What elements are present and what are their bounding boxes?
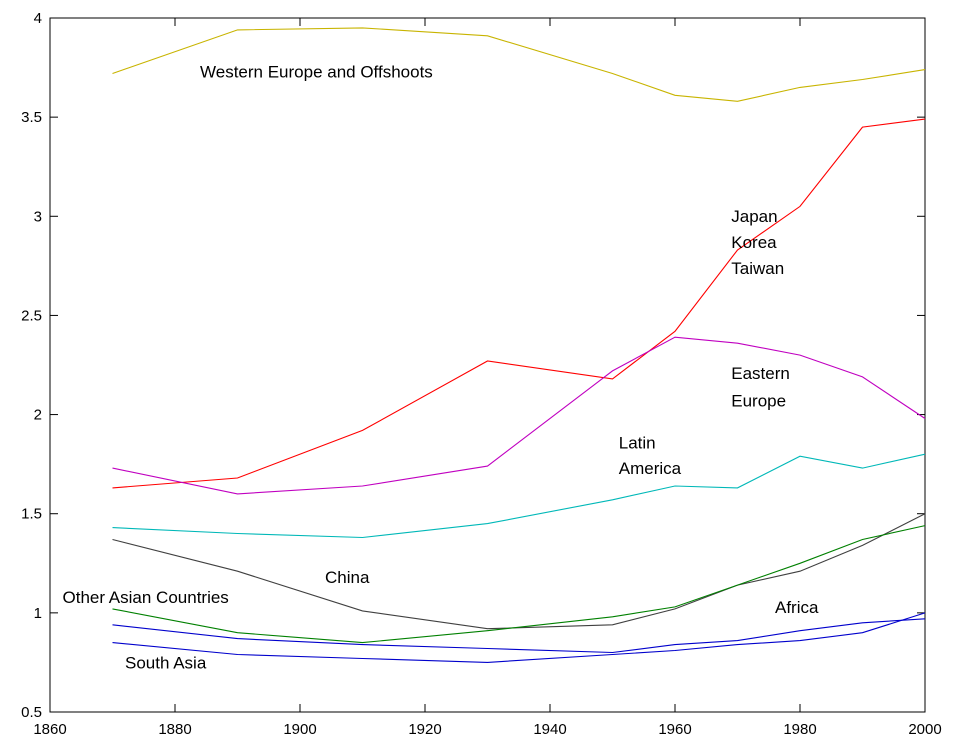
series-annotation: Taiwan — [731, 259, 784, 278]
y-tick-label: 4 — [34, 10, 42, 27]
series-annotation: Europe — [731, 392, 786, 411]
series-annotation: South Asia — [125, 653, 207, 672]
series-annotation: Latin — [619, 433, 656, 452]
series-annotation: Eastern — [731, 364, 790, 383]
series-line — [112, 513, 926, 630]
series-line — [112, 336, 926, 495]
series-annotation: Other Asian Countries — [63, 588, 229, 607]
series-line — [112, 27, 926, 102]
y-tick-label: 1.5 — [21, 506, 42, 523]
plot-frame — [49, 17, 926, 713]
y-tick-label: 0.5 — [21, 704, 42, 721]
series-annotation: China — [325, 568, 370, 587]
series-line — [112, 118, 926, 489]
series-annotation: America — [619, 459, 682, 478]
series-annotation: Korea — [731, 233, 777, 252]
y-tick-label: 2 — [34, 407, 42, 424]
series-line — [112, 525, 926, 644]
x-tick-label: 1860 — [33, 721, 66, 738]
x-tick-label: 1920 — [408, 721, 441, 738]
x-tick-label: 1940 — [533, 721, 566, 738]
y-tick-label: 1 — [34, 605, 42, 622]
series-line — [112, 618, 926, 654]
y-tick-label: 3.5 — [21, 109, 42, 126]
series-annotation: Japan — [731, 207, 777, 226]
y-tick-label: 2.5 — [21, 307, 42, 324]
x-tick-label: 1900 — [283, 721, 316, 738]
x-tick-label: 1880 — [158, 721, 191, 738]
axis-ticks: 1860 1880 1900 1920 1940 1960 1980 2000 0.5 1 1.5 2… — [21, 10, 942, 738]
series-annotations: Western Europe and Offshoots Japan Korea Ta… — [63, 62, 820, 672]
y-tick-label: 3 — [34, 208, 42, 225]
series-annotation: Africa — [775, 598, 819, 617]
x-tick-label: 2000 — [908, 721, 941, 738]
series-line — [112, 453, 926, 539]
x-tick-label: 1960 — [658, 721, 691, 738]
series-annotation: Western Europe and Offshoots — [200, 62, 433, 81]
series-lines — [112, 27, 926, 663]
series-line — [112, 612, 926, 663]
x-tick-label: 1980 — [783, 721, 816, 738]
